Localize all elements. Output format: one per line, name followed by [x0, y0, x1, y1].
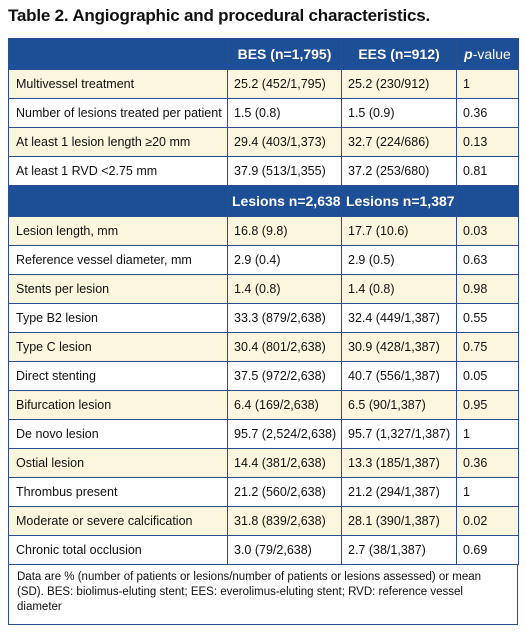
ees-value: 1.5 (0.9) [341, 98, 457, 128]
header-blank [456, 185, 519, 217]
bes-value: 14.4 (381/2,638) [227, 448, 342, 478]
p-value: 0.98 [456, 274, 519, 304]
table-row: Moderate or severe calcification 31.8 (83… [8, 506, 519, 536]
row-label: Ostial lesion [8, 448, 228, 478]
row-label: Number of lesions treated per patient [8, 98, 228, 128]
characteristics-table: BES (n=1,795) EES (n=912) p-value Multiv… [8, 38, 519, 565]
table-row: Multivessel treatment 25.2 (452/1,795) 25.… [8, 69, 519, 99]
row-label: At least 1 RVD <2.75 mm [8, 156, 228, 186]
p-value: 0.13 [456, 127, 519, 157]
bes-value: 37.5 (972/2,638) [227, 361, 342, 391]
bes-value: 16.8 (9.8) [227, 216, 342, 246]
ees-value: 1.4 (0.8) [341, 274, 457, 304]
ees-value: 25.2 (230/912) [341, 69, 457, 99]
row-label: Reference vessel diameter, mm [8, 245, 228, 275]
row-label: Bifurcation lesion [8, 390, 228, 420]
header-blank [8, 185, 228, 217]
bes-value: 33.3 (879/2,638) [227, 303, 342, 333]
row-label: Moderate or severe calcification [8, 506, 228, 536]
table-title: Table 2. Angiographic and procedural cha… [8, 6, 431, 25]
row-label: Direct stenting [8, 361, 228, 391]
bes-value: 37.9 (513/1,355) [227, 156, 342, 186]
table-row: Type B2 lesion 33.3 (879/2,638) 32.4 (449/… [8, 303, 519, 333]
table-row: Bifurcation lesion 6.4 (169/2,638) 6.5 (90… [8, 390, 519, 420]
table-row: Stents per lesion 1.4 (0.8) 1.4 (0.8) 0.98 [8, 274, 519, 304]
table-footnote: Data are % (number of patients or lesion… [8, 565, 518, 625]
p-value: 0.55 [456, 303, 519, 333]
ees-value: 30.9 (428/1,387) [341, 332, 457, 362]
header-bes: BES (n=1,795) [227, 38, 342, 70]
table-row: Reference vessel diameter, mm 2.9 (0.4) 2.… [8, 245, 519, 275]
ees-value: 28.1 (390/1,387) [341, 506, 457, 536]
table-row: Number of lesions treated per patient 1.5… [8, 98, 519, 128]
row-label: Type B2 lesion [8, 303, 228, 333]
header-lesions-ees: Lesions n=1,387 [341, 185, 457, 217]
table-row: De novo lesion 95.7 (2,524/2,638) 95.7 (1,… [8, 419, 519, 449]
p-value: 0.36 [456, 448, 519, 478]
ees-value: 32.7 (224/686) [341, 127, 457, 157]
p-value: 0.75 [456, 332, 519, 362]
ees-value: 6.5 (90/1,387) [341, 390, 457, 420]
row-label: Thrombus present [8, 477, 228, 507]
p-value: 0.63 [456, 245, 519, 275]
bes-value: 6.4 (169/2,638) [227, 390, 342, 420]
ees-value: 40.7 (556/1,387) [341, 361, 457, 391]
p-value: 0.81 [456, 156, 519, 186]
p-value: 0.03 [456, 216, 519, 246]
table-row: Ostial lesion 14.4 (381/2,638) 13.3 (185/1… [8, 448, 519, 478]
ees-value: 17.7 (10.6) [341, 216, 457, 246]
table-row: Direct stenting 37.5 (972/2,638) 40.7 (556… [8, 361, 519, 391]
ees-value: 2.7 (38/1,387) [341, 535, 457, 565]
ees-value: 32.4 (449/1,387) [341, 303, 457, 333]
bes-value: 95.7 (2,524/2,638) [227, 419, 342, 449]
table-row: Type C lesion 30.4 (801/2,638) 30.9 (428/1… [8, 332, 519, 362]
row-label: Stents per lesion [8, 274, 228, 304]
table-row: Lesion length, mm 16.8 (9.8) 17.7 (10.6) 0.… [8, 216, 519, 246]
bes-value: 21.2 (560/2,638) [227, 477, 342, 507]
header-lesions-bes: Lesions n=2,638 [227, 185, 342, 217]
bes-value: 1.4 (0.8) [227, 274, 342, 304]
bes-value: 3.0 (79/2,638) [227, 535, 342, 565]
row-label: Multivessel treatment [8, 69, 228, 99]
header-row-patients: BES (n=1,795) EES (n=912) p-value [8, 38, 519, 70]
p-value: 0.69 [456, 535, 519, 565]
p-value: 1 [456, 69, 519, 99]
bes-value: 29.4 (403/1,373) [227, 127, 342, 157]
ees-value: 21.2 (294/1,387) [341, 477, 457, 507]
row-label: Type C lesion [8, 332, 228, 362]
table-row: Thrombus present 21.2 (560/2,638) 21.2 (29… [8, 477, 519, 507]
ees-value: 95.7 (1,327/1,387) [341, 419, 457, 449]
bes-value: 1.5 (0.8) [227, 98, 342, 128]
ees-value: 2.9 (0.5) [341, 245, 457, 275]
table-row: Chronic total occlusion 3.0 (79/2,638) 2.7… [8, 535, 519, 565]
p-value: 0.95 [456, 390, 519, 420]
bes-value: 25.2 (452/1,795) [227, 69, 342, 99]
header-p-value: p-value [456, 38, 519, 70]
ees-value: 13.3 (185/1,387) [341, 448, 457, 478]
row-label: Chronic total occlusion [8, 535, 228, 565]
p-value: 1 [456, 419, 519, 449]
header-ees: EES (n=912) [341, 38, 457, 70]
row-label: De novo lesion [8, 419, 228, 449]
bes-value: 2.9 (0.4) [227, 245, 342, 275]
p-value: 1 [456, 477, 519, 507]
table-row: At least 1 lesion length ≥20 mm 29.4 (403… [8, 127, 519, 157]
row-label: At least 1 lesion length ≥20 mm [8, 127, 228, 157]
ees-value: 37.2 (253/680) [341, 156, 457, 186]
bes-value: 31.8 (839/2,638) [227, 506, 342, 536]
header-blank [8, 38, 228, 70]
table-row: At least 1 RVD <2.75 mm 37.9 (513/1,355) 3… [8, 156, 519, 186]
p-value: 0.02 [456, 506, 519, 536]
header-row-lesions: Lesions n=2,638 Lesions n=1,387 [8, 185, 519, 217]
row-label: Lesion length, mm [8, 216, 228, 246]
p-value: 0.36 [456, 98, 519, 128]
p-value: 0.05 [456, 361, 519, 391]
bes-value: 30.4 (801/2,638) [227, 332, 342, 362]
